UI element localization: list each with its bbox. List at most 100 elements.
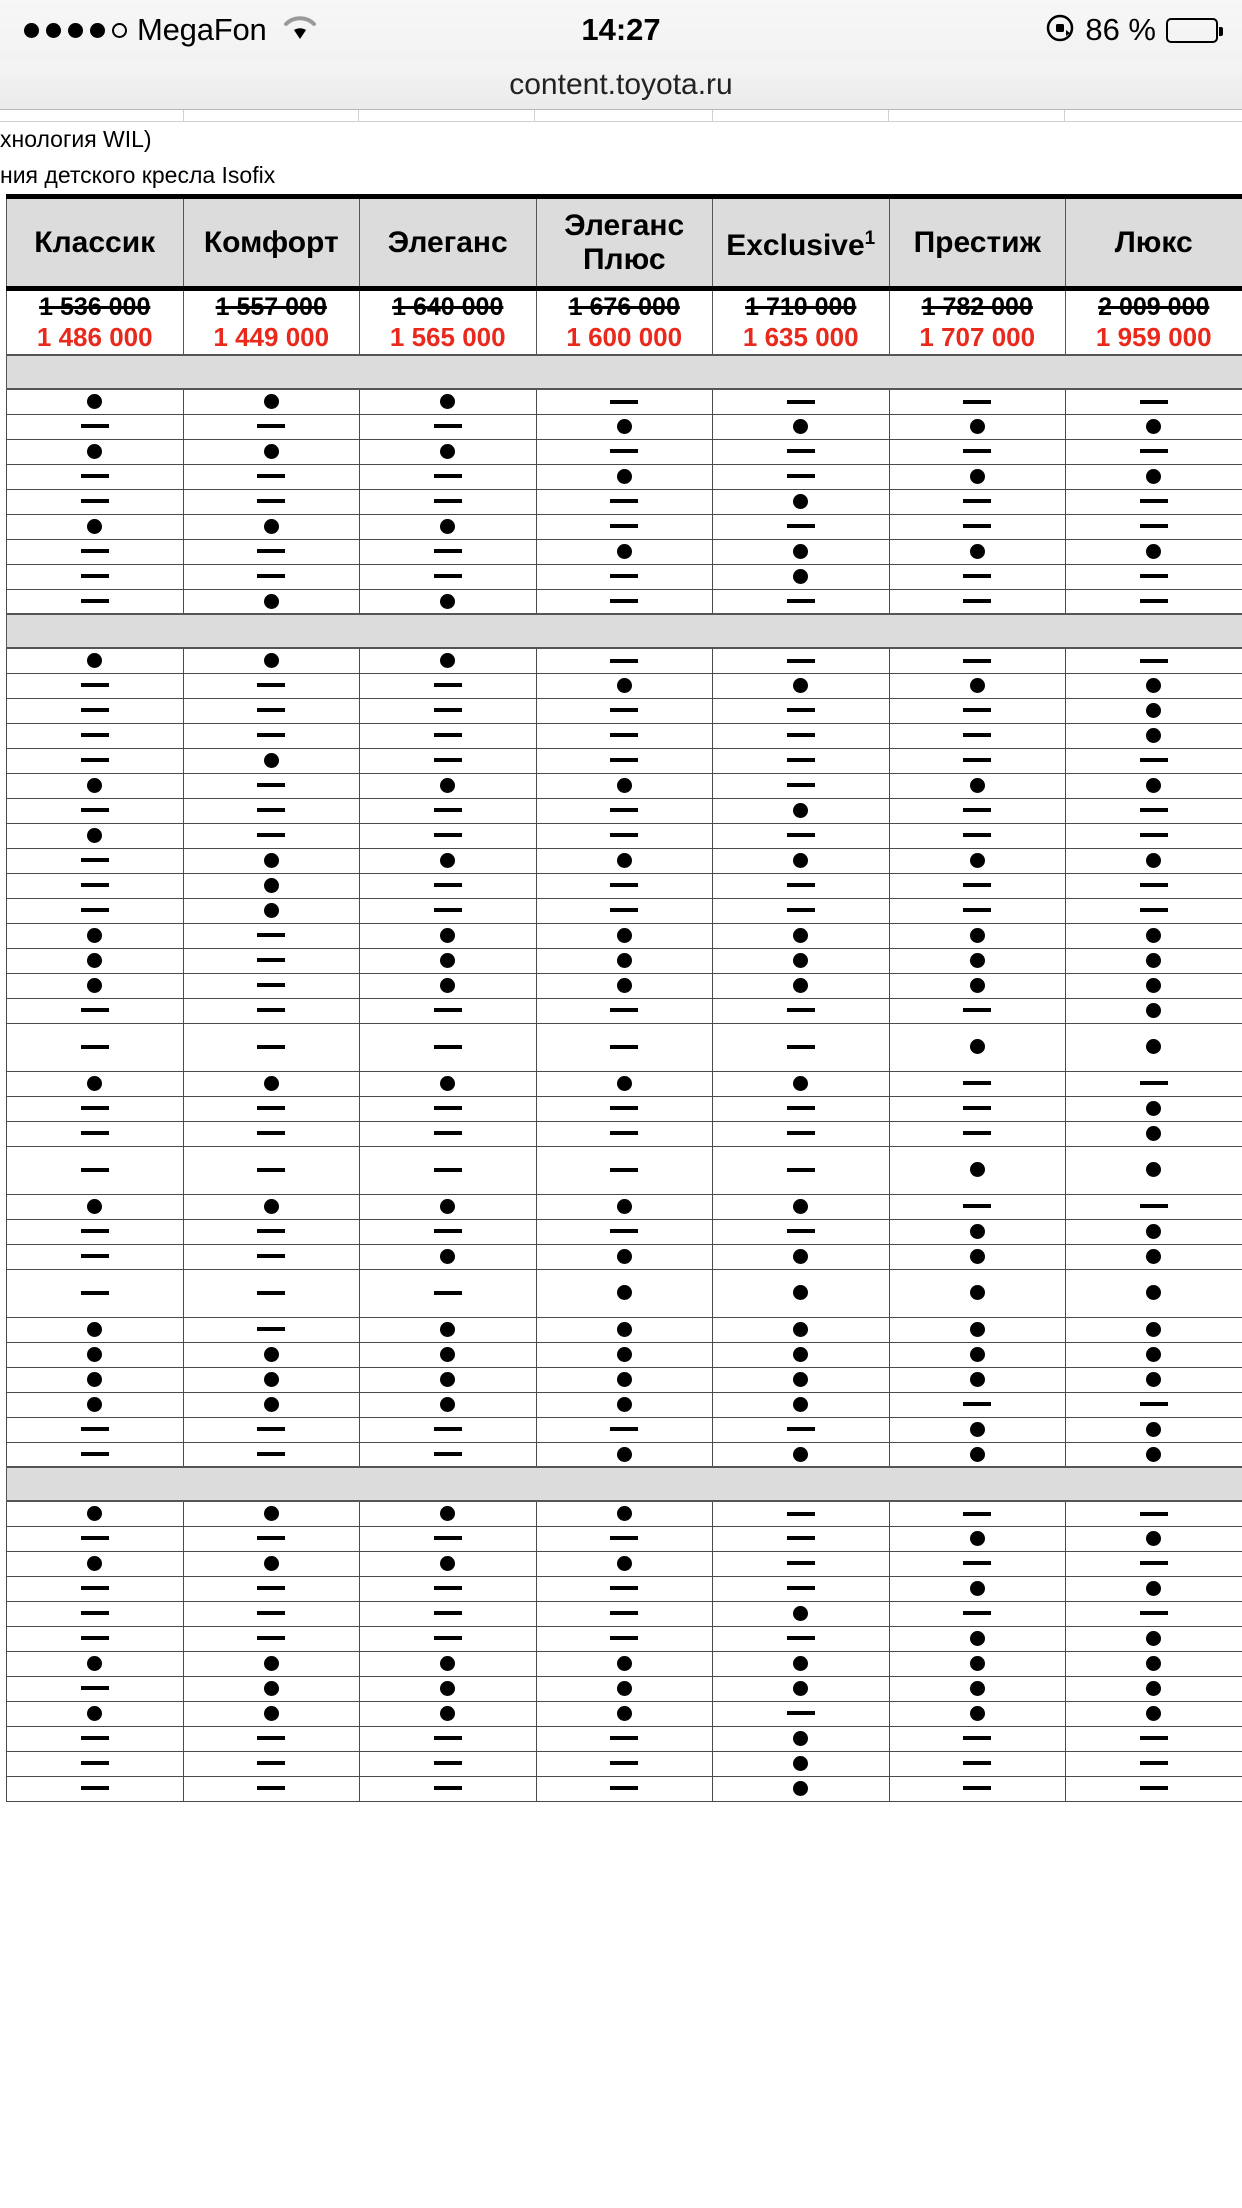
feature-cell-unavailable: [359, 1575, 537, 1602]
not-available-dash-icon: [257, 1008, 286, 1013]
feature-cell-available: [1065, 538, 1242, 565]
feature-cell-unavailable: [6, 1268, 184, 1318]
not-available-dash-icon: [963, 574, 992, 579]
not-available-dash-icon: [80, 858, 109, 863]
not-available-dash-icon: [257, 1536, 286, 1541]
clipped-table-row-top: [0, 110, 1242, 122]
feature-row: [6, 1441, 1242, 1468]
feature-cell-available: [712, 972, 890, 999]
available-dot-icon: [969, 977, 985, 993]
not-available-dash-icon: [1139, 808, 1168, 813]
available-dot-icon: [969, 1371, 985, 1387]
feature-cell-unavailable: [182, 922, 360, 949]
feature-cell-available: [888, 922, 1066, 949]
not-available-dash-icon: [257, 783, 286, 788]
available-dot-icon: [440, 1346, 456, 1362]
not-available-dash-icon: [80, 1106, 109, 1111]
feature-cell-unavailable: [712, 822, 890, 849]
feature-cell-unavailable: [359, 1600, 537, 1627]
feature-row: [6, 388, 1242, 415]
available-dot-icon: [969, 677, 985, 693]
feature-cell-unavailable: [535, 1145, 713, 1195]
available-dot-icon: [616, 1655, 632, 1671]
available-dot-icon: [793, 1730, 809, 1746]
signal-dot: [68, 22, 83, 38]
feature-cell-available: [1065, 1700, 1242, 1727]
feature-cell-available: [712, 1725, 890, 1752]
feature-cell-unavailable: [535, 563, 713, 590]
feature-cell-unavailable: [535, 1750, 713, 1777]
feature-cell-unavailable: [182, 697, 360, 724]
feature-cell-available: [359, 972, 537, 999]
feature-cell-available: [182, 1391, 360, 1418]
not-available-dash-icon: [963, 599, 992, 604]
feature-cell-available: [1065, 1675, 1242, 1702]
browser-url-bar[interactable]: content.toyota.ru: [0, 60, 1242, 110]
feature-cell-available: [535, 1341, 713, 1368]
feature-cell-available: [359, 438, 537, 465]
not-available-dash-icon: [433, 1611, 462, 1616]
feature-cell-unavailable: [182, 563, 360, 590]
not-available-dash-icon: [786, 1167, 815, 1172]
not-available-dash-icon: [786, 474, 815, 479]
available-dot-icon: [616, 1705, 632, 1721]
available-dot-icon: [616, 1371, 632, 1387]
feature-cell-unavailable: [535, 822, 713, 849]
price-new: 1 707 000: [919, 322, 1036, 352]
feature-cell-unavailable: [182, 1600, 360, 1627]
not-available-dash-icon: [433, 1636, 462, 1641]
available-dot-icon: [87, 1198, 103, 1214]
feature-cell-available: [712, 1675, 890, 1702]
feature-cell-unavailable: [6, 1675, 184, 1702]
available-dot-icon: [969, 418, 985, 434]
feature-cell-unavailable: [182, 797, 360, 824]
available-dot-icon: [1146, 777, 1162, 793]
available-dot-icon: [616, 418, 632, 434]
feature-cell-available: [888, 947, 1066, 974]
feature-cell-unavailable: [1065, 488, 1242, 515]
not-available-dash-icon: [1139, 1204, 1168, 1209]
feature-cell-unavailable: [712, 1145, 890, 1195]
not-available-dash-icon: [433, 1586, 462, 1591]
feature-cell-available: [888, 847, 1066, 874]
feature-cell-unavailable: [1065, 563, 1242, 590]
feature-cell-available: [182, 647, 360, 674]
price-new: 1 486 000: [36, 322, 153, 352]
feature-cell-available: [712, 1243, 890, 1270]
feature-cell-unavailable: [888, 722, 1066, 749]
feature-cell-unavailable: [535, 438, 713, 465]
trim-comparison-table: Классик Комфорт Элеганс Элеганс Плюс Exclusi…: [6, 194, 1242, 1802]
not-available-dash-icon: [433, 1536, 462, 1541]
group-separator-label: [6, 1466, 1242, 1502]
available-dot-icon: [969, 1580, 985, 1596]
feature-cell-unavailable: [182, 1120, 360, 1147]
not-available-dash-icon: [610, 1736, 639, 1741]
available-dot-icon: [87, 1396, 103, 1412]
url-text[interactable]: content.toyota.ru: [509, 67, 733, 101]
available-dot-icon: [793, 1780, 809, 1796]
feature-cell-unavailable: [182, 1416, 360, 1443]
feature-cell-available: [712, 672, 890, 699]
feature-cell-unavailable: [888, 747, 1066, 774]
feature-cell-available: [6, 822, 184, 849]
feature-row: [6, 822, 1242, 849]
feature-cell-available: [535, 1700, 713, 1727]
feature-cell-unavailable: [6, 1095, 184, 1122]
feature-cell-available: [359, 947, 537, 974]
not-available-dash-icon: [610, 1008, 639, 1013]
not-available-dash-icon: [257, 683, 286, 688]
not-available-dash-icon: [80, 1761, 109, 1766]
feature-cell-unavailable: [888, 1725, 1066, 1752]
available-dot-icon: [440, 593, 456, 609]
feature-cell-unavailable: [888, 872, 1066, 899]
available-dot-icon: [969, 777, 985, 793]
feature-row: [6, 1650, 1242, 1677]
feature-row: [6, 722, 1242, 749]
not-available-dash-icon: [257, 574, 286, 579]
rotation-lock-icon: [1045, 13, 1075, 48]
available-dot-icon: [440, 1075, 456, 1091]
feature-cell-available: [1065, 972, 1242, 999]
not-available-dash-icon: [257, 1254, 286, 1259]
feature-cell-available: [182, 388, 360, 415]
feature-cell-available: [359, 1193, 537, 1220]
